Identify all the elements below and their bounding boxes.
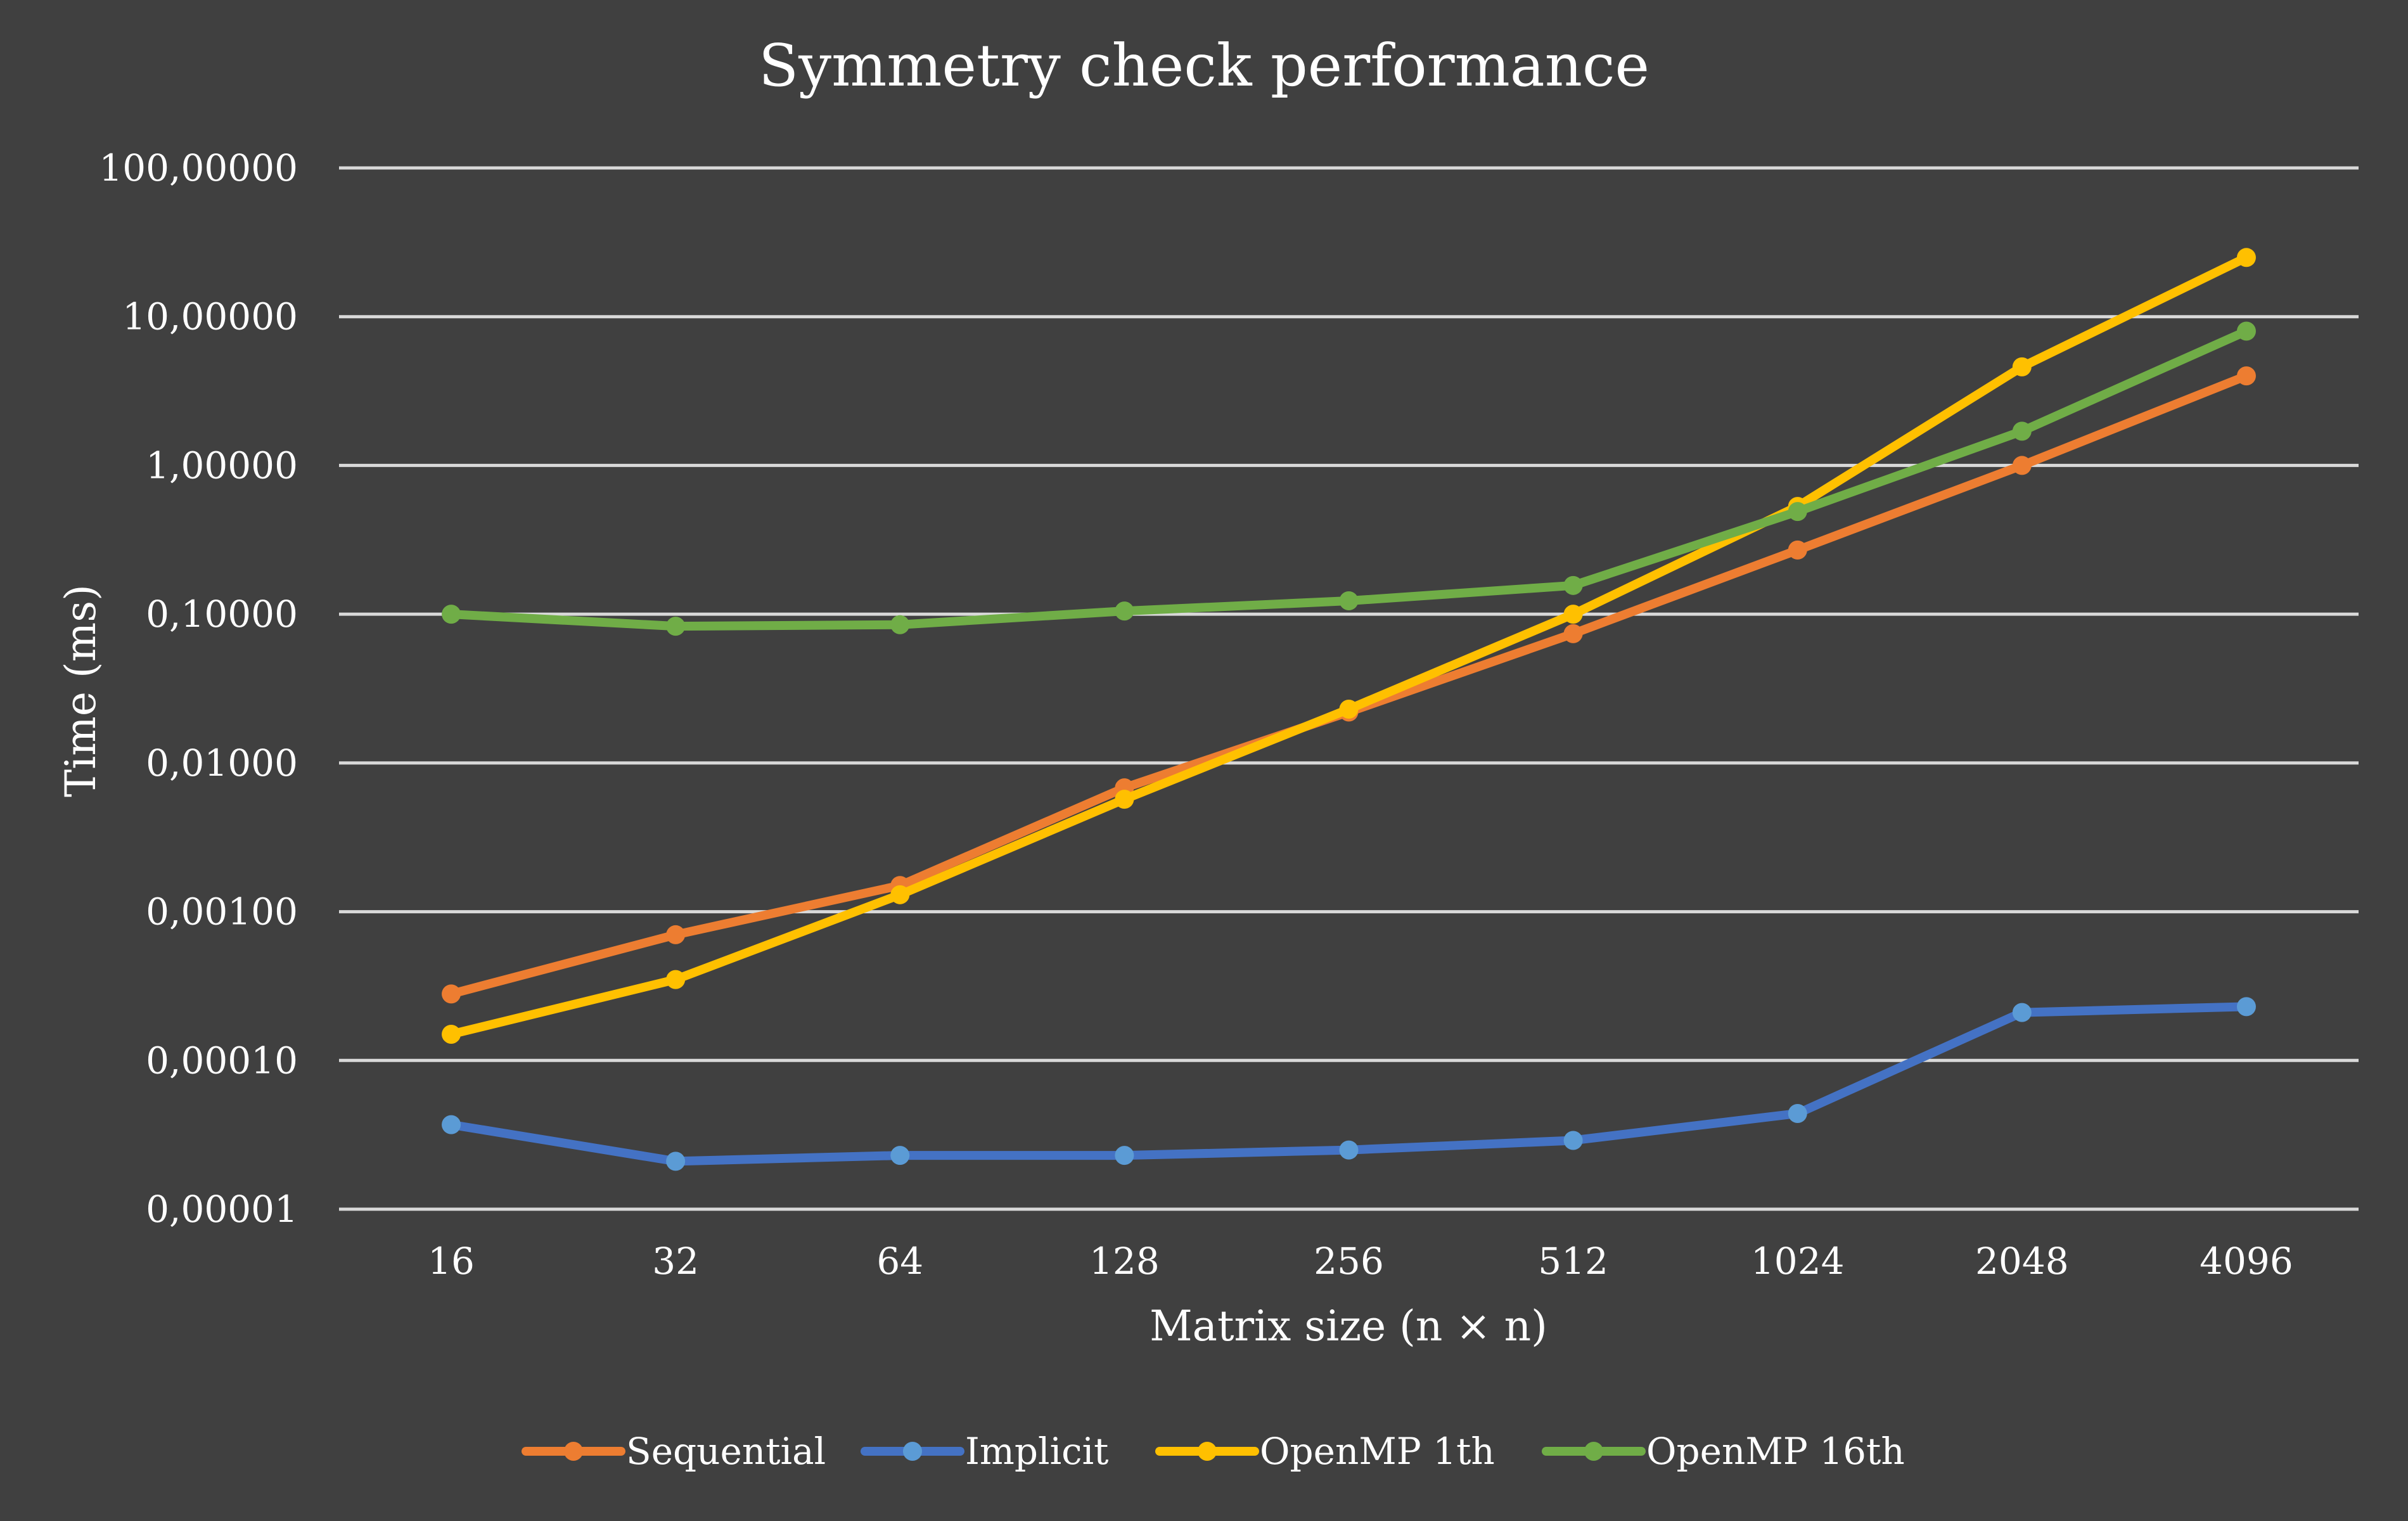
x-axis-title: Matrix size (n × n) <box>1150 1302 1547 1351</box>
legend-entry-sequential: Sequential <box>522 1430 826 1473</box>
data-point-implicit <box>1115 1146 1134 1165</box>
legend-label: OpenMP 1th <box>1260 1430 1495 1473</box>
x-tick-label: 256 <box>1314 1240 1384 1283</box>
series-lines <box>442 248 2256 1171</box>
legend-swatch-marker <box>564 1442 583 1461</box>
data-point-openmp-1th <box>2236 248 2256 267</box>
data-point-openmp-16th <box>1115 601 1134 621</box>
data-point-implicit <box>1788 1103 1807 1123</box>
data-point-implicit <box>2012 1003 2032 1022</box>
series-implicit <box>442 997 2256 1171</box>
y-tick-label: 0,01000 <box>146 741 298 785</box>
data-point-openmp-16th <box>2236 321 2256 341</box>
y-tick-label: 0,10000 <box>146 593 298 636</box>
data-point-implicit <box>1339 1140 1359 1160</box>
legend: Sequential Implicit OpenMP 1th OpenMP 16th <box>522 1430 1905 1473</box>
legend-entry-openmp-1th: OpenMP 1th <box>1155 1430 1495 1473</box>
x-tick-label: 512 <box>1538 1240 1608 1283</box>
data-point-sequential <box>666 925 686 944</box>
data-point-openmp-1th <box>666 970 686 989</box>
data-point-openmp-16th <box>666 617 686 636</box>
series-sequential <box>442 366 2256 1004</box>
data-point-openmp-16th <box>890 615 910 634</box>
legend-label: Sequential <box>626 1430 826 1473</box>
data-point-sequential <box>442 984 461 1004</box>
legend-swatch-marker <box>1198 1442 1217 1461</box>
data-point-openmp-1th <box>442 1024 461 1044</box>
data-point-sequential <box>2012 456 2032 475</box>
data-point-implicit <box>890 1146 910 1165</box>
legend-label: Implicit <box>965 1430 1108 1473</box>
x-tick-label: 32 <box>652 1240 699 1283</box>
data-point-openmp-16th <box>1563 575 1583 595</box>
y-tick-label: 0,00001 <box>146 1188 298 1231</box>
data-point-openmp-16th <box>1788 502 1807 522</box>
x-tick-label: 1024 <box>1751 1240 1845 1283</box>
data-point-openmp-16th <box>2012 421 2032 441</box>
x-tick-label: 16 <box>428 1240 475 1283</box>
series-line-implicit <box>447 1002 2251 1166</box>
data-point-openmp-1th <box>2012 357 2032 376</box>
y-tick-label: 100,00000 <box>99 146 298 189</box>
x-tick-label: 2048 <box>1975 1240 2069 1283</box>
series-openmp-1th <box>442 248 2256 1044</box>
gridlines <box>339 166 2359 1211</box>
y-tick-label: 10,00000 <box>122 295 298 338</box>
legend-swatch-marker <box>903 1442 922 1461</box>
data-point-openmp-1th <box>890 885 910 904</box>
data-point-openmp-16th <box>442 605 461 624</box>
y-tick-label: 1,00000 <box>146 444 298 487</box>
legend-entry-openmp-16th: OpenMP 16th <box>1542 1430 1905 1473</box>
y-axis-title: Time (ms) <box>56 584 105 797</box>
series-line-sequential <box>447 371 2251 999</box>
x-axis-tick-labels: 16 32 64 128 256 512 1024 2048 4096 <box>428 1240 2293 1283</box>
legend-swatch-marker <box>1584 1442 1603 1461</box>
series-line-openmp-1th <box>447 253 2251 1039</box>
legend-entry-implicit: Implicit <box>861 1430 1108 1473</box>
data-point-openmp-16th <box>1339 591 1359 611</box>
data-point-sequential <box>1563 624 1583 643</box>
data-point-implicit <box>666 1152 686 1171</box>
data-point-implicit <box>1563 1131 1583 1150</box>
y-tick-label: 0,00100 <box>146 890 298 934</box>
data-point-implicit <box>2236 997 2256 1017</box>
legend-label: OpenMP 16th <box>1646 1430 1905 1473</box>
data-point-sequential <box>1788 540 1807 560</box>
data-point-openmp-1th <box>1339 699 1359 719</box>
data-point-openmp-1th <box>1115 790 1134 809</box>
y-tick-label: 0,00010 <box>146 1039 298 1082</box>
x-tick-label: 64 <box>876 1240 923 1283</box>
x-tick-label: 128 <box>1089 1240 1160 1283</box>
series-openmp-16th <box>442 321 2256 636</box>
chart-title: Symmetry check performance <box>759 32 1649 99</box>
data-point-sequential <box>2236 366 2256 386</box>
x-tick-label: 4096 <box>2200 1240 2293 1283</box>
data-point-implicit <box>442 1115 461 1134</box>
y-axis-tick-labels: 100,00000 10,00000 1,00000 0,10000 0,01000 0,… <box>99 146 298 1231</box>
data-point-openmp-1th <box>1563 605 1583 624</box>
